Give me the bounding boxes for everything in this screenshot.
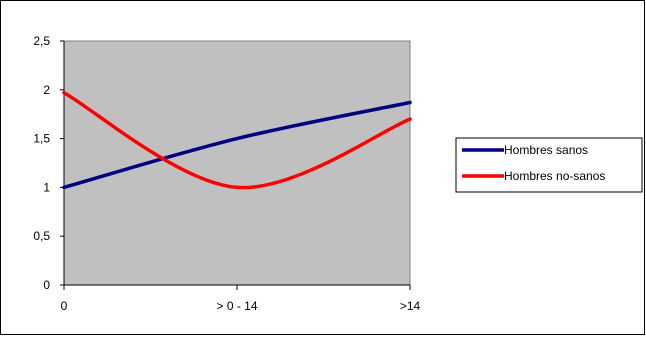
x-tick-label: 0 — [61, 299, 68, 313]
y-tick-label: 2,5 — [33, 34, 50, 48]
y-tick-label: 0,5 — [33, 229, 50, 243]
legend-label: Hombres sanos — [504, 143, 588, 157]
legend-label: Hombres no-sanos — [504, 169, 605, 183]
plot-area — [63, 40, 411, 286]
y-tick-label: 1,5 — [33, 132, 50, 146]
data-point — [408, 100, 412, 104]
y-axis: 0 0,5 1 1,5 2 2,5 — [33, 34, 65, 292]
series-layer — [62, 90, 412, 190]
legend-box — [455, 137, 643, 193]
x-tick-label: >14 — [400, 299, 421, 313]
x-axis: 0 > 0 - 14 >14 — [61, 284, 421, 313]
data-point — [235, 185, 239, 189]
data-point — [408, 117, 412, 121]
y-tick-label: 0 — [43, 278, 50, 292]
legend: Hombres sanos Hombres no-sanos — [455, 137, 643, 193]
data-point — [62, 91, 66, 95]
data-point — [62, 185, 66, 189]
y-tick-label: 1 — [43, 180, 50, 194]
y-tick-label: 2 — [43, 83, 50, 97]
x-tick-label: > 0 - 14 — [216, 299, 257, 313]
data-point — [235, 137, 239, 141]
